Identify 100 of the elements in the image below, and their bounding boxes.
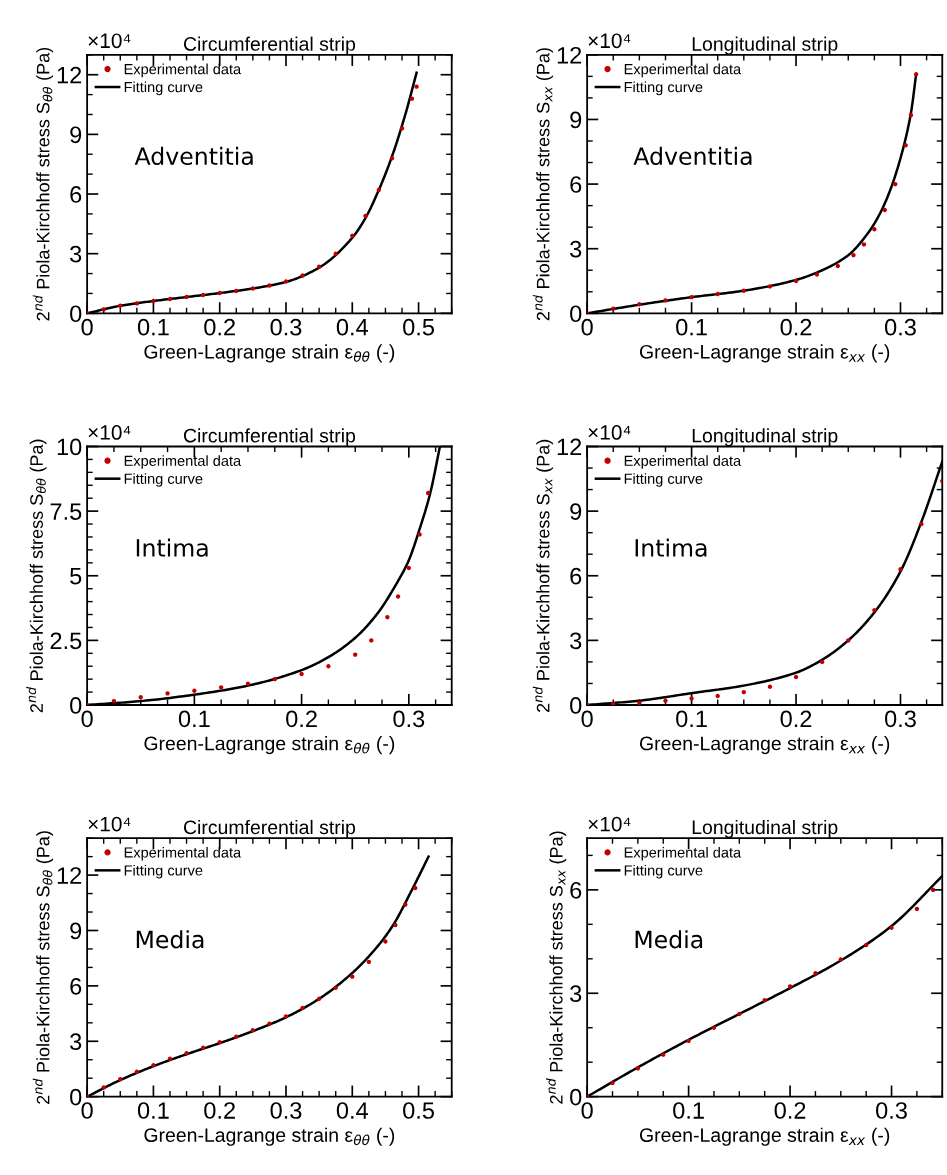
y-axis-title: 2$^{nd}$ Piola-Kirchhoff stress S$_{θθ}$ (Pa) — [32, 47, 54, 321]
chart-title: Circumferential strip — [183, 36, 356, 55]
y-tick-label: 0 — [570, 305, 582, 323]
point — [250, 1028, 256, 1033]
y-tick-label: 0 — [570, 1088, 582, 1106]
point — [767, 684, 773, 689]
annotation: Adventitia — [633, 146, 752, 166]
point — [409, 96, 415, 101]
x-tick-label: 0 — [81, 1102, 93, 1119]
legend-label: Experimental data — [624, 63, 742, 78]
point — [813, 971, 818, 976]
point — [217, 290, 222, 296]
point — [908, 112, 914, 118]
point — [919, 521, 924, 527]
point — [872, 227, 877, 232]
legend-label: Experimental data — [124, 846, 242, 861]
legend-label: Fitting curve — [624, 473, 703, 487]
x-tick-label: 0.1 — [673, 1102, 704, 1119]
point — [611, 306, 616, 311]
y-tick-label: 9 — [70, 922, 82, 940]
y-tick-label: 0 — [70, 697, 82, 714]
y-axis-title: 2$^{nd}$ Piola-Kirchhoff stress S$_{θθ}$ (Pa) — [32, 831, 54, 1104]
point — [762, 997, 767, 1003]
x-tick-label: 0.2 — [780, 318, 812, 336]
x-tick-label: 0.5 — [403, 1102, 434, 1119]
point — [403, 902, 408, 907]
point — [165, 691, 170, 696]
x-tick-label: 0.3 — [270, 1102, 302, 1119]
y-tick-label: 5 — [70, 568, 82, 585]
chart-title: Circumferential strip — [183, 428, 356, 447]
annotation: Intima — [136, 538, 208, 557]
point — [399, 126, 405, 131]
point — [366, 959, 372, 965]
point — [898, 567, 903, 572]
point — [192, 688, 197, 693]
point — [267, 1021, 272, 1026]
point — [283, 1014, 289, 1019]
point — [914, 906, 920, 912]
y-tick-label: 3 — [570, 985, 582, 1003]
legend-label: Fitting curve — [124, 81, 203, 96]
legend-label: Experimental data — [124, 455, 242, 469]
text: ×10⁴ — [588, 33, 631, 49]
point — [283, 279, 289, 284]
point — [234, 1034, 239, 1039]
point — [715, 693, 720, 699]
point — [167, 296, 173, 302]
point — [267, 283, 272, 288]
point — [819, 659, 825, 665]
text: ×10⁴ — [88, 816, 131, 832]
point — [715, 291, 720, 297]
chart-title: Longitudinal strip — [692, 36, 838, 55]
point — [272, 676, 277, 682]
x-tick-label: 0.3 — [270, 318, 302, 336]
point — [838, 957, 843, 962]
x-tick-label: 0 — [81, 318, 93, 336]
point — [363, 213, 368, 219]
point — [200, 1045, 206, 1050]
point — [218, 685, 224, 690]
point — [151, 298, 156, 304]
point — [101, 1085, 106, 1090]
y-axis-title: 2$^{nd}$ Piola-Kirchhoff stress S$_{xx}$ (Pa) — [532, 439, 554, 712]
point — [889, 925, 894, 930]
point — [333, 251, 338, 256]
y-tick-label: 12 — [57, 66, 82, 84]
point — [741, 288, 747, 293]
y-tick-label: 10 — [57, 438, 82, 456]
y-tick-label: 3 — [570, 240, 582, 258]
y-tick-label: 6 — [570, 176, 582, 193]
x-tick-label: 0 — [81, 710, 93, 728]
point — [635, 1066, 641, 1071]
y-axis-title: 2$^{nd}$ Piola-Kirchhoff stress S$_{θθ}$ (Pa) — [26, 439, 47, 713]
x-tick-label: 0.2 — [774, 1102, 806, 1119]
point — [245, 681, 251, 686]
point — [417, 532, 422, 537]
x-tick-label: 0.1 — [137, 318, 169, 336]
point — [863, 942, 869, 948]
point — [767, 284, 773, 289]
x-tick-label: 0.4 — [336, 1102, 369, 1119]
text: ×10⁴ — [88, 33, 131, 49]
y-tick-label: 2.5 — [50, 632, 82, 650]
text: ×10⁴ — [88, 425, 131, 440]
y-tick-label: 6 — [570, 567, 582, 585]
point — [184, 1051, 189, 1056]
annotation: Intima — [635, 538, 707, 557]
y-axis-title: 2$^{nd}$ Piola-Kirchhoff stress S$_{xx}$ (Pa) — [532, 48, 554, 321]
point — [425, 490, 431, 496]
annotation: Media — [136, 930, 204, 949]
point — [383, 939, 388, 944]
point — [167, 1056, 173, 1062]
y-tick-label: 9 — [570, 503, 582, 520]
x-axis-title: Green-Lagrange strain ε$_{θθ}$ (-) — [144, 736, 395, 755]
point — [389, 156, 395, 161]
x-tick-label: 0.3 — [885, 710, 916, 728]
y-tick-label: 12 — [557, 438, 582, 456]
point — [395, 594, 401, 599]
y-axis-title: 2$^{nd}$ Piola-Kirchhoff stress S$_{xx}$ (Pa) — [545, 831, 567, 1104]
y-tick-label: 3 — [70, 1033, 82, 1051]
point — [835, 263, 841, 269]
x-tick-label: 0.1 — [137, 1102, 169, 1119]
point — [872, 608, 877, 613]
